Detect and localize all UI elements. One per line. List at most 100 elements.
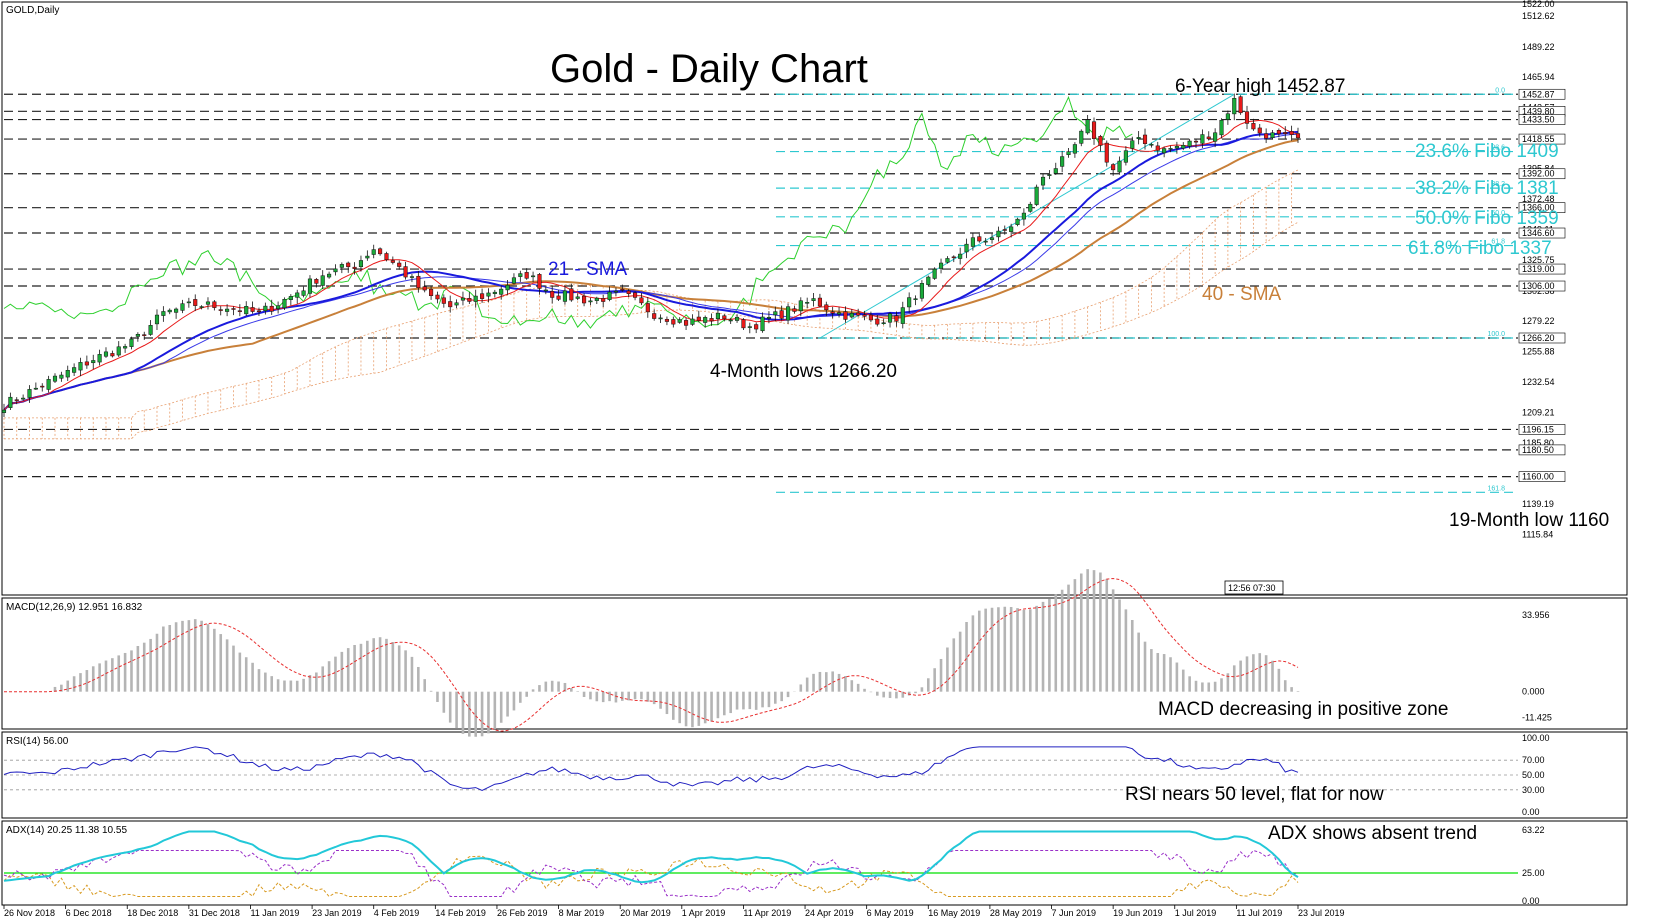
price-tick-12: 1232.54 [1522,377,1555,387]
nineteen-month-low-label: 19-Month low 1160 [1449,510,1609,531]
date-label-3: 31 Dec 2018 [189,908,240,918]
sma26-line [3,133,1299,411]
macd-label: MACD(12,26,9) 12.951 16.832 [6,602,143,613]
fibo-ratio-2: 38.2 [1491,181,1505,188]
candle-body-126 [805,302,810,304]
candle-body-110 [703,317,708,323]
candle-body-161 [1028,203,1033,212]
candle-body-198 [1264,133,1269,139]
candle-body-196 [1251,123,1256,130]
candle-body-122 [779,310,784,319]
date-label-0: 26 Nov 2018 [4,908,55,918]
date-label-18: 19 Jun 2019 [1113,908,1163,918]
candle-body-135 [862,314,867,317]
candle-body-181 [1155,145,1160,151]
fibo-ratio-4: 61.8 [1491,239,1505,246]
candle-body-155 [989,237,995,240]
candle-body-93 [594,297,599,301]
level-tag-6: 1346.60 [1522,228,1555,238]
lagging-line [3,95,1133,329]
date-label-9: 8 Mar 2019 [559,908,605,918]
candle-body-39 [250,307,255,312]
candle-body-2 [14,399,19,401]
date-label-21: 23 Jul 2019 [1298,908,1345,918]
sma21-label: 21 - SMA [548,259,628,280]
candle-body-33 [212,301,217,308]
candle-body-56 [358,260,364,268]
candle-body-189 [1206,136,1211,140]
candle-body-139 [887,313,893,323]
adx-tick-2: 0.00 [1522,896,1540,906]
candle-body-136 [868,314,873,321]
candle-body-178 [1136,137,1141,140]
candle-body-37 [237,310,242,312]
level-tag-3: 1418.55 [1522,134,1555,144]
candle-body-143 [913,298,918,300]
candle-body-55 [352,266,357,269]
candle-body-89 [569,288,574,301]
fibo-ratio-0: 0.0 [1495,87,1505,94]
candle-body-26 [167,309,172,313]
price-tick-16: 1115.84 [1522,529,1553,539]
sma40-line [3,139,1299,411]
candle-body-4 [27,389,32,398]
price-tick-0: 1522.00 [1522,0,1555,9]
candle-body-44 [282,298,287,309]
candle-body-153 [977,236,982,242]
candle-body-120 [766,316,771,319]
candle-body-48 [307,278,313,294]
candle-body-159 [1015,218,1020,225]
candle-body-185 [1181,145,1186,149]
candle-body-166 [1060,156,1065,167]
candle-body-117 [747,326,752,328]
candle-body-34 [218,309,223,311]
candle-body-121 [773,311,778,316]
candle-body-61 [390,260,395,263]
candle-body-177 [1130,140,1135,149]
candle-body-90 [575,296,580,299]
candle-body-142 [907,297,912,308]
rsi-tick-1: 70.00 [1522,755,1545,765]
candle-body-145 [926,276,931,285]
price-tick-6: 1372.48 [1522,194,1555,204]
date-label-5: 23 Jan 2019 [312,908,362,918]
date-label-1: 6 Dec 2018 [66,908,112,918]
candle-body-46 [295,292,300,298]
candle-body-202 [1289,131,1294,135]
candle-body-115 [735,316,740,321]
candle-body-7 [46,379,51,390]
candle-body-167 [1066,151,1071,155]
candle-body-5 [33,387,38,390]
macd-tick-0: 33.956 [1522,610,1550,620]
candle-body-129 [824,304,829,311]
date-label-8: 26 Feb 2019 [497,908,548,918]
candle-body-82 [524,272,529,279]
candle-body-31 [199,306,204,308]
rsi-tick-4: 0.00 [1522,807,1540,817]
candle-body-123 [785,306,791,321]
candle-body-8 [52,375,58,382]
candle-body-148 [945,258,950,263]
fibo-ratio-3: 50.0 [1491,210,1505,217]
time-box [1224,580,1284,595]
candle-body-147 [938,262,944,269]
price-tick-8: 1325.75 [1522,255,1555,265]
candle-body-74 [473,295,478,302]
candle-body-52 [333,268,338,273]
candle-body-186 [1187,140,1192,147]
candle-body-83 [531,275,536,278]
fibo-ratio-6: 161.8 [1487,485,1505,492]
candle-body-133 [849,312,854,318]
level-tag-10: 1196.15 [1522,424,1554,434]
candle-body-15 [97,354,102,363]
candle-body-138 [881,322,886,324]
candle-body-35 [225,308,230,312]
level-tag-box-11 [1518,444,1566,456]
candle-body-72 [460,297,466,301]
candle-body-141 [900,307,905,324]
date-label-10: 20 Mar 2019 [620,908,671,918]
candle-body-95 [607,291,612,300]
candle-body-38 [244,306,249,315]
time-box-text: 12:56 07:30 [1228,583,1276,593]
